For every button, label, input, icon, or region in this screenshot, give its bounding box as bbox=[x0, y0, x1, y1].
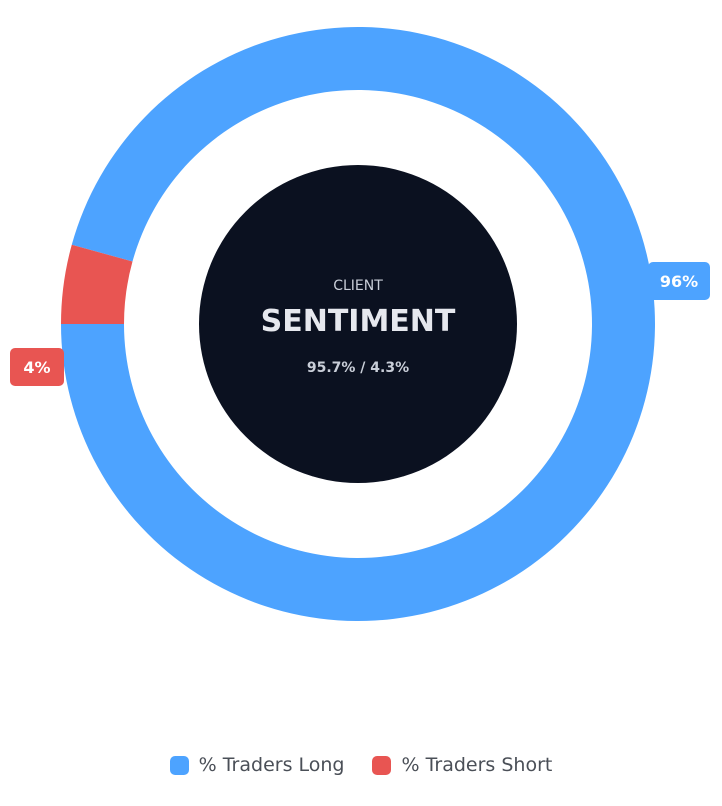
legend-label-long: % Traders Long bbox=[198, 754, 345, 776]
data-label-long-text: 96% bbox=[660, 272, 698, 291]
center-title: SENTIMENT bbox=[261, 304, 456, 339]
legend-swatch-short bbox=[372, 755, 392, 775]
legend-item-long[interactable]: % Traders Long bbox=[169, 754, 345, 776]
legend-label-short: % Traders Short bbox=[401, 754, 553, 776]
data-label-short-text: 4% bbox=[23, 358, 50, 377]
center-eyebrow: CLIENT bbox=[333, 278, 383, 294]
legend-swatch-long bbox=[169, 755, 189, 775]
donut-chart: 96% 4% CLIENT SENTIMENT 95.7% / 4.3% bbox=[10, 26, 710, 621]
data-label-short: 4% bbox=[10, 348, 64, 386]
data-label-long: 96% bbox=[648, 262, 710, 300]
center-disc bbox=[199, 165, 517, 483]
legend: % Traders Long % Traders Short bbox=[0, 754, 722, 776]
legend-item-short[interactable]: % Traders Short bbox=[372, 754, 552, 776]
center-ratio: 95.7% / 4.3% bbox=[307, 360, 409, 376]
slice-short[interactable] bbox=[61, 244, 133, 324]
